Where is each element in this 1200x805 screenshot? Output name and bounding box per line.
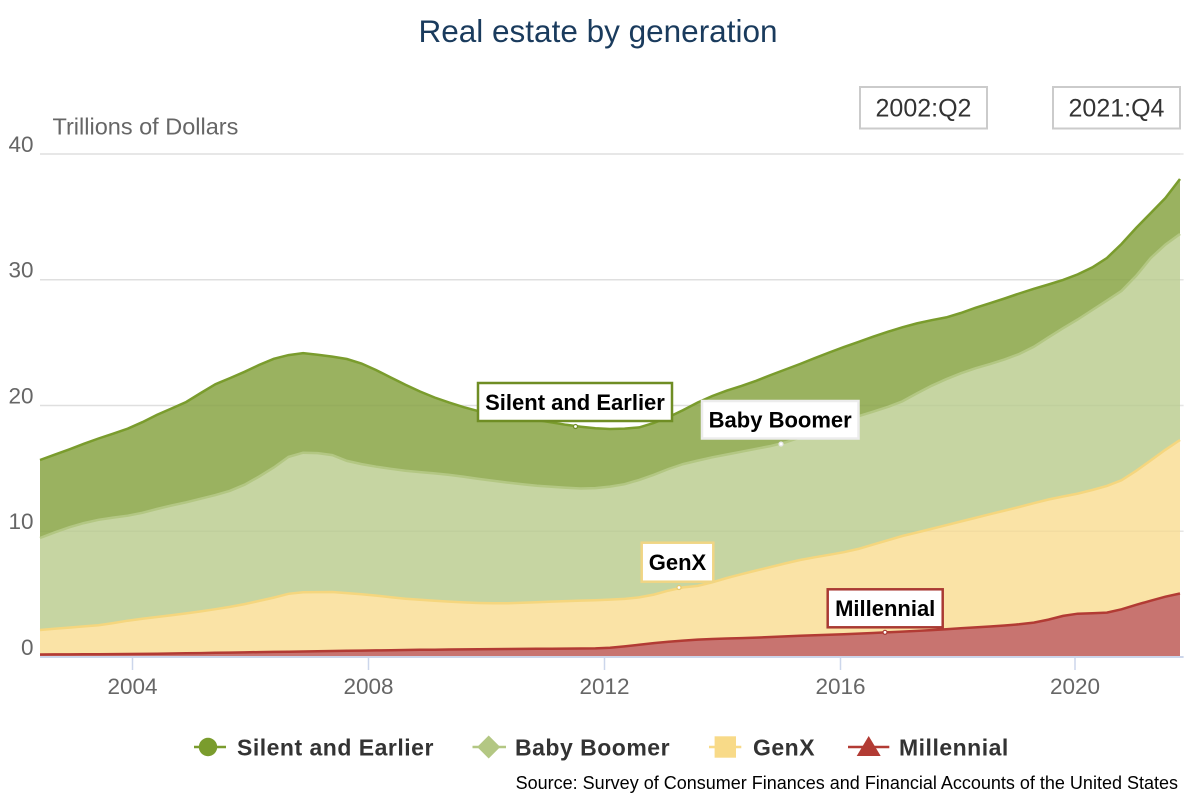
svg-text:Trillions of Dollars: Trillions of Dollars (53, 114, 239, 140)
svg-text:Silent and Earlier: Silent and Earlier (237, 735, 434, 761)
svg-text:2008: 2008 (343, 674, 393, 699)
svg-text:GenX: GenX (649, 550, 707, 575)
svg-text:20: 20 (8, 383, 33, 408)
svg-text:Source: Survey of Consumer Fin: Source: Survey of Consumer Finances and … (516, 773, 1178, 793)
svg-text:30: 30 (8, 258, 33, 283)
svg-text:2020: 2020 (1050, 674, 1100, 699)
svg-text:2002:Q2: 2002:Q2 (876, 95, 972, 123)
svg-text:Silent and Earlier: Silent and Earlier (485, 390, 665, 415)
svg-text:2021:Q4: 2021:Q4 (1069, 95, 1165, 123)
svg-text:2012: 2012 (579, 674, 629, 699)
svg-text:Baby Boomer: Baby Boomer (709, 408, 852, 433)
svg-text:GenX: GenX (753, 735, 815, 761)
svg-text:2004: 2004 (107, 674, 157, 699)
svg-text:Baby Boomer: Baby Boomer (515, 735, 670, 761)
svg-text:10: 10 (8, 509, 33, 534)
svg-text:Millennial: Millennial (899, 735, 1009, 761)
svg-text:0: 0 (21, 635, 34, 660)
svg-text:2016: 2016 (815, 674, 865, 699)
svg-text:Real estate by generation: Real estate by generation (419, 13, 778, 49)
svg-text:40: 40 (8, 132, 33, 157)
svg-text:Millennial: Millennial (835, 596, 935, 621)
